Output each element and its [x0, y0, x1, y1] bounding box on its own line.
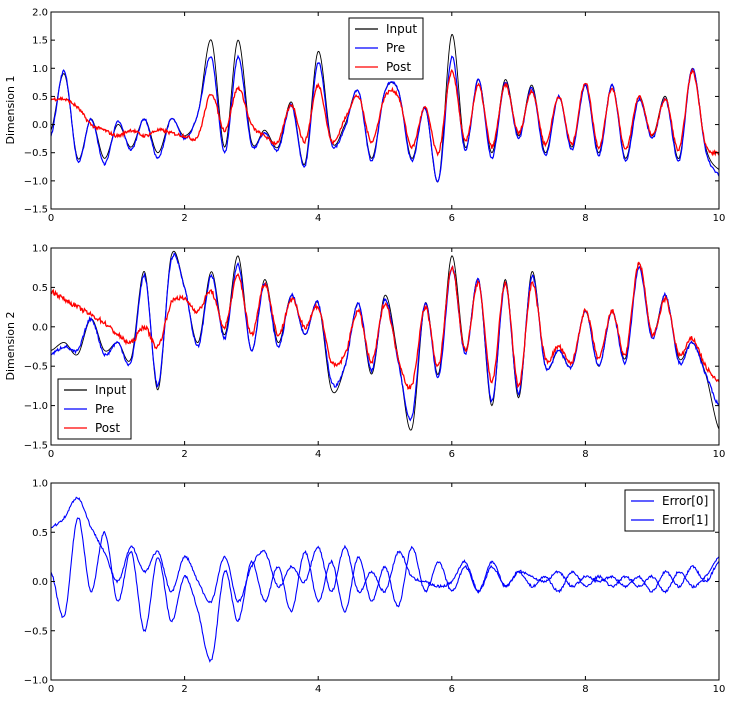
- legend: Input Pre Post: [57, 378, 132, 440]
- y-tick-label: −1.0: [24, 176, 48, 187]
- plot-frame: [50, 482, 720, 681]
- y-tick-label: 0.0: [32, 577, 48, 588]
- axis-ticks: 0 2 4 6 8 10 −1.5 −1.0 −0.5 0.0 0.5 1.0: [24, 244, 726, 461]
- x-tick-label: 8: [582, 449, 588, 460]
- legend-label-pre: Pre: [386, 41, 405, 55]
- subplot-error: 0 2 4 6 8 10 −1.0 −0.5 0.0 0.5 1.0 Error[0] Error[…: [24, 479, 726, 696]
- x-tick-label: 10: [713, 213, 726, 224]
- series-error-0-line: [50, 517, 720, 663]
- series-post-line: [50, 261, 720, 390]
- axis-ticks: 0 2 4 6 8 10 −1.0 −0.5 0.0 0.5 1.0: [24, 479, 726, 696]
- x-tick-label: 2: [181, 684, 187, 695]
- series-post-line: [50, 67, 720, 157]
- y-tick-label: −1.0: [24, 401, 48, 412]
- x-tick-label: 0: [48, 449, 54, 460]
- y-tick-label: −1.0: [24, 676, 48, 687]
- y-tick-label: 0.5: [32, 528, 48, 539]
- legend-label-input: Input: [386, 22, 417, 36]
- y-tick-label: −1.5: [24, 205, 48, 216]
- x-tick-label: 4: [315, 449, 321, 460]
- x-tick-label: 2: [181, 449, 187, 460]
- y-tick-label: −0.5: [24, 626, 48, 637]
- legend-box: [624, 489, 715, 532]
- plot-frame: [50, 11, 720, 210]
- subplot-dimension-1: Dimension 1 0 2 4 6 8 10 −1.5 −1.0 −0.5 0.0 0.5 1.0…: [4, 8, 725, 225]
- y-tick-label: −0.5: [24, 148, 48, 159]
- legend-label-pre: Pre: [95, 402, 114, 416]
- legend: Input Pre Post: [348, 17, 424, 80]
- y-tick-label: 0.0: [32, 322, 48, 333]
- x-tick-label: 0: [48, 213, 54, 224]
- plot-frame: [50, 247, 720, 446]
- legend-label-error-0: Error[0]: [662, 494, 708, 508]
- subplot-dimension-2: Dimension 2 0 2 4 6 8 10 −1.5 −1.0 −0.5 0.0 0.5 1.0…: [4, 244, 725, 461]
- legend-label-post: Post: [386, 60, 411, 74]
- x-tick-label: 2: [181, 213, 187, 224]
- y-tick-label: 0.5: [32, 283, 48, 294]
- legend-box: [57, 378, 132, 440]
- y-axis-label: Dimension 1: [4, 76, 17, 145]
- series-error-1-line: [50, 496, 720, 604]
- x-tick-label: 6: [449, 449, 455, 460]
- legend-label-post: Post: [95, 421, 120, 435]
- plot-lines: [50, 496, 720, 663]
- y-tick-label: 1.0: [32, 64, 48, 75]
- y-tick-label: 2.0: [32, 8, 48, 19]
- legend-label-error-1: Error[1]: [662, 513, 708, 527]
- y-tick-label: −0.5: [24, 362, 48, 373]
- plot-lines: [50, 34, 720, 183]
- x-tick-label: 8: [582, 684, 588, 695]
- x-tick-label: 0: [48, 684, 54, 695]
- x-tick-label: 10: [713, 449, 726, 460]
- x-tick-label: 4: [315, 213, 321, 224]
- x-tick-label: 10: [713, 684, 726, 695]
- legend-label-input: Input: [95, 383, 126, 397]
- y-tick-label: 0.5: [32, 92, 48, 103]
- plot-lines: [50, 250, 720, 431]
- x-tick-label: 4: [315, 684, 321, 695]
- y-axis-label: Dimension 2: [4, 312, 17, 381]
- x-tick-label: 6: [449, 684, 455, 695]
- y-tick-label: 1.5: [32, 36, 48, 47]
- legend: Error[0] Error[1]: [624, 489, 715, 532]
- y-tick-label: 0.0: [32, 120, 48, 131]
- y-tick-label: 1.0: [32, 244, 48, 255]
- y-tick-label: 1.0: [32, 479, 48, 490]
- x-tick-label: 8: [582, 213, 588, 224]
- y-tick-label: −1.5: [24, 441, 48, 452]
- x-tick-label: 6: [449, 213, 455, 224]
